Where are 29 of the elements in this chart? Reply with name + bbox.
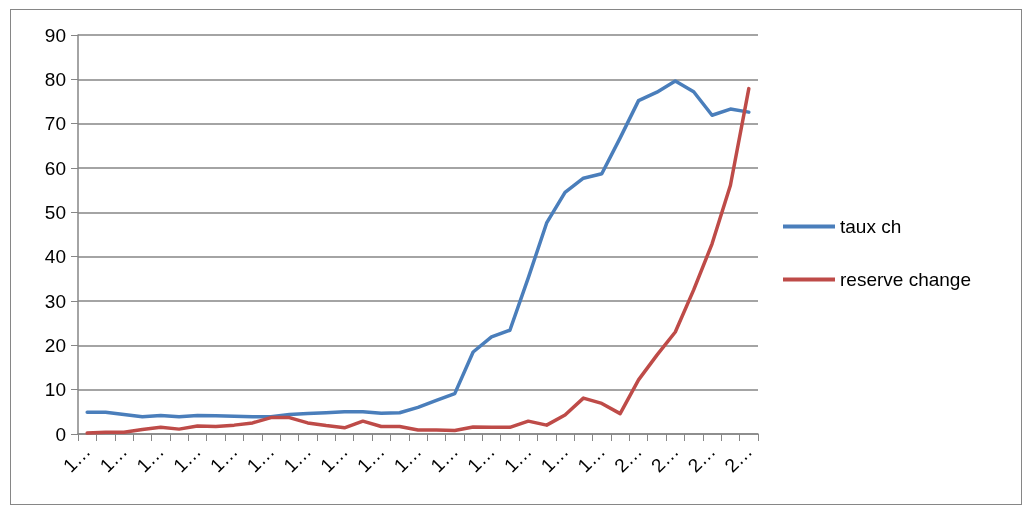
x-tick-label: 1… <box>242 440 279 477</box>
x-tick-label: 2… <box>683 440 720 477</box>
x-tick-label: 1… <box>536 440 573 477</box>
x-tick-label: 1… <box>352 440 389 477</box>
x-tick-label: 1… <box>426 440 463 477</box>
y-tick-label: 60 <box>44 157 66 179</box>
y-tick-label: 70 <box>44 113 66 135</box>
x-tick-label: 1… <box>389 440 426 477</box>
x-tick-label: 1… <box>132 440 169 477</box>
x-tick-label: 2… <box>720 440 757 477</box>
x-tick-label: 1… <box>573 440 610 477</box>
y-tick-label: 10 <box>44 379 66 401</box>
x-tick-label: 1… <box>499 440 536 477</box>
x-tick-label: 2… <box>646 440 683 477</box>
y-tick-label: 20 <box>44 334 66 356</box>
legend-label: taux ch <box>840 216 902 237</box>
x-tick-label: 1… <box>316 440 352 477</box>
x-tick-label: 1… <box>95 440 132 477</box>
y-tick-label: 40 <box>44 246 66 268</box>
x-tick-label: 2… <box>610 440 646 477</box>
x-tick-label: 1… <box>279 440 316 477</box>
x-tick-label: 1… <box>463 440 499 477</box>
x-tick-label: 1… <box>205 440 242 477</box>
y-tick-label: 90 <box>44 24 66 46</box>
y-tick-label: 30 <box>44 290 66 312</box>
y-tick-label: 80 <box>44 68 66 90</box>
legend-label: reserve change <box>840 269 971 290</box>
y-tick-label: 50 <box>44 201 66 223</box>
x-tick-label: 1… <box>169 440 205 477</box>
